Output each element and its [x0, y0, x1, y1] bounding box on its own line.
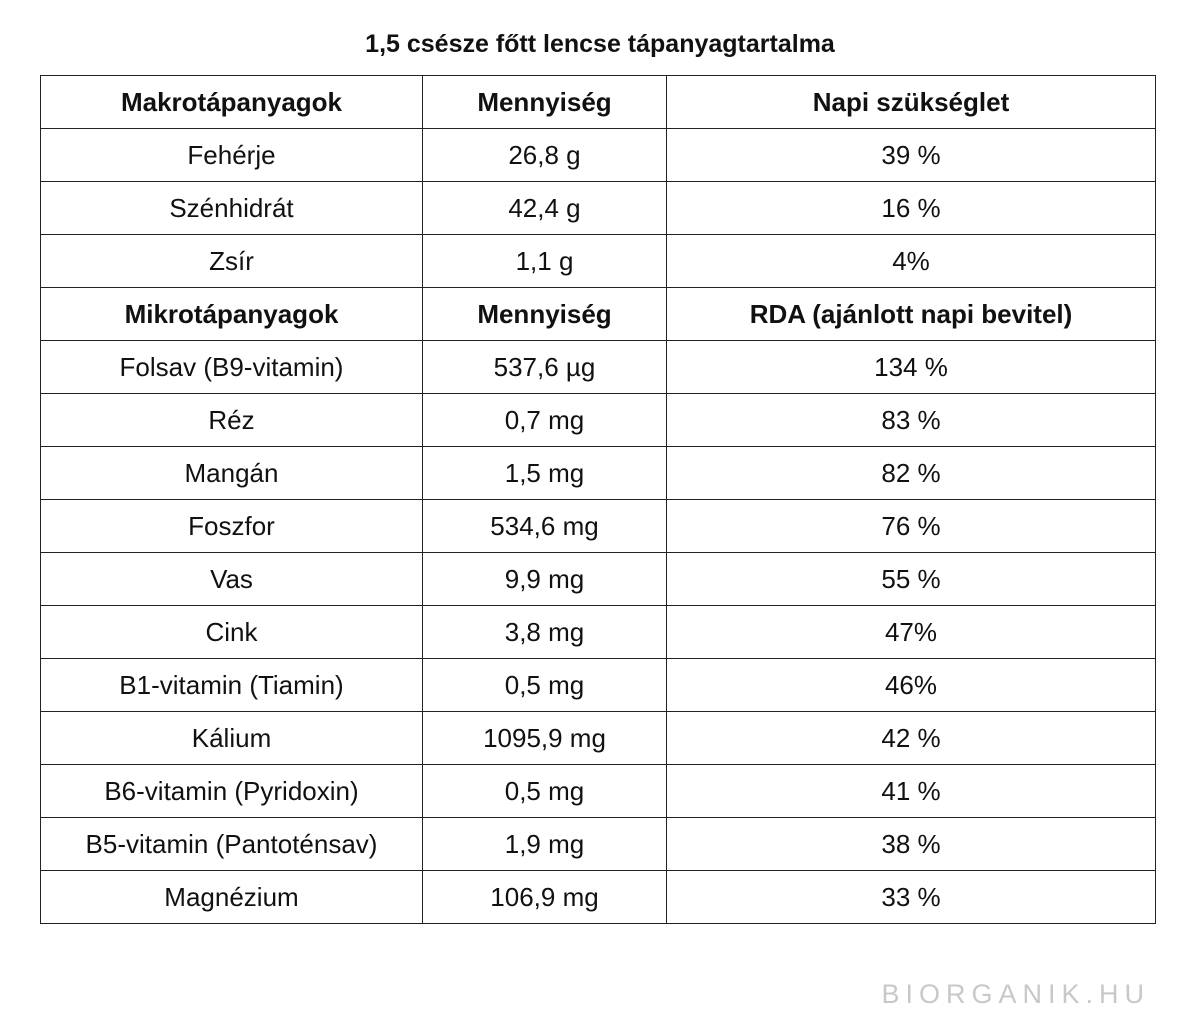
- table-row: Magnézium 106,9 mg 33 %: [40, 870, 1156, 924]
- table-row: Foszfor 534,6 mg 76 %: [40, 499, 1156, 553]
- nutrient-percent: 55 %: [666, 552, 1156, 606]
- table-row: B6-vitamin (Pyridoxin) 0,5 mg 41 %: [40, 764, 1156, 818]
- nutrient-amount: 106,9 mg: [422, 870, 667, 924]
- table-row: Réz 0,7 mg 83 %: [40, 393, 1156, 447]
- nutrient-name: B6-vitamin (Pyridoxin): [40, 764, 423, 818]
- nutrient-amount: 534,6 mg: [422, 499, 667, 553]
- nutrient-amount: 1,9 mg: [422, 817, 667, 871]
- table-row: Kálium 1095,9 mg 42 %: [40, 711, 1156, 765]
- nutrient-amount: 0,5 mg: [422, 658, 667, 712]
- nutrient-percent: 47%: [666, 605, 1156, 659]
- table-row: B5-vitamin (Pantoténsav) 1,9 mg 38 %: [40, 817, 1156, 871]
- table-row: Vas 9,9 mg 55 %: [40, 552, 1156, 606]
- header-cell: RDA (ajánlott napi bevitel): [666, 287, 1156, 341]
- page-title: 1,5 csésze főtt lencse tápanyagtartalma: [365, 30, 835, 58]
- nutrient-name: Foszfor: [40, 499, 423, 553]
- nutrient-amount: 26,8 g: [422, 128, 667, 182]
- header-cell: Mikrotápanyagok: [40, 287, 423, 341]
- nutrient-amount: 9,9 mg: [422, 552, 667, 606]
- nutrient-percent: 82 %: [666, 446, 1156, 500]
- nutrient-name: Cink: [40, 605, 423, 659]
- nutrient-amount: 1095,9 mg: [422, 711, 667, 765]
- header-cell: Mennyiség: [422, 287, 667, 341]
- nutrient-name: Magnézium: [40, 870, 423, 924]
- nutrient-name: Réz: [40, 393, 423, 447]
- table-row: Cink 3,8 mg 47%: [40, 605, 1156, 659]
- header-cell: Napi szükséglet: [666, 75, 1156, 129]
- nutrient-percent: 42 %: [666, 711, 1156, 765]
- nutrient-amount: 1,1 g: [422, 234, 667, 288]
- nutrient-amount: 0,5 mg: [422, 764, 667, 818]
- nutrient-percent: 16 %: [666, 181, 1156, 235]
- table-row: Szénhidrát 42,4 g 16 %: [40, 181, 1156, 235]
- nutrient-amount: 42,4 g: [422, 181, 667, 235]
- nutrient-percent: 46%: [666, 658, 1156, 712]
- nutrient-percent: 83 %: [666, 393, 1156, 447]
- table-row: Mangán 1,5 mg 82 %: [40, 446, 1156, 500]
- micro-header-row: Mikrotápanyagok Mennyiség RDA (ajánlott …: [40, 287, 1156, 341]
- nutrient-name: B5-vitamin (Pantoténsav): [40, 817, 423, 871]
- nutrient-amount: 0,7 mg: [422, 393, 667, 447]
- header-cell: Makrotápanyagok: [40, 75, 423, 129]
- nutrient-amount: 537,6 µg: [422, 340, 667, 394]
- nutrient-name: Fehérje: [40, 128, 423, 182]
- nutrient-percent: 4%: [666, 234, 1156, 288]
- nutrient-percent: 76 %: [666, 499, 1156, 553]
- nutrient-name: Szénhidrát: [40, 181, 423, 235]
- nutrition-table: Makrotápanyagok Mennyiség Napi szükségle…: [40, 75, 1156, 924]
- nutrient-name: Mangán: [40, 446, 423, 500]
- nutrient-amount: 3,8 mg: [422, 605, 667, 659]
- macro-header-row: Makrotápanyagok Mennyiség Napi szükségle…: [40, 75, 1156, 129]
- nutrient-percent: 33 %: [666, 870, 1156, 924]
- header-cell: Mennyiség: [422, 75, 667, 129]
- table-row: B1-vitamin (Tiamin) 0,5 mg 46%: [40, 658, 1156, 712]
- nutrient-name: Zsír: [40, 234, 423, 288]
- table-row: Zsír 1,1 g 4%: [40, 234, 1156, 288]
- nutrient-percent: 38 %: [666, 817, 1156, 871]
- nutrient-percent: 41 %: [666, 764, 1156, 818]
- table-row: Fehérje 26,8 g 39 %: [40, 128, 1156, 182]
- nutrient-name: Kálium: [40, 711, 423, 765]
- watermark: BIORGANIK.HU: [881, 979, 1150, 1009]
- nutrient-name: B1-vitamin (Tiamin): [40, 658, 423, 712]
- nutrient-name: Folsav (B9-vitamin): [40, 340, 423, 394]
- nutrient-percent: 39 %: [666, 128, 1156, 182]
- table-row: Folsav (B9-vitamin) 537,6 µg 134 %: [40, 340, 1156, 394]
- nutrient-percent: 134 %: [666, 340, 1156, 394]
- nutrient-name: Vas: [40, 552, 423, 606]
- nutrient-amount: 1,5 mg: [422, 446, 667, 500]
